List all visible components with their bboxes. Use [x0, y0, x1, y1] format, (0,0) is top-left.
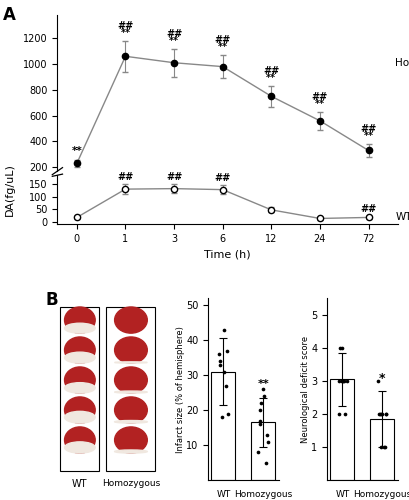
Text: Homozygous: Homozygous: [394, 58, 409, 68]
Point: [220, 368, 227, 376]
Point: [341, 410, 347, 418]
Y-axis label: Neurological deficit score: Neurological deficit score: [300, 336, 309, 442]
Text: Homozygous: Homozygous: [101, 479, 160, 488]
Point: [378, 410, 384, 418]
Point: [336, 344, 343, 352]
Point: [254, 448, 261, 456]
Ellipse shape: [115, 362, 147, 363]
Ellipse shape: [115, 367, 147, 393]
Point: [381, 443, 387, 451]
Bar: [60, 308, 99, 471]
Point: [380, 443, 387, 451]
Point: [374, 377, 381, 385]
Bar: [106, 308, 155, 471]
Point: [256, 420, 263, 428]
Ellipse shape: [115, 337, 147, 363]
Ellipse shape: [64, 367, 95, 393]
Point: [335, 410, 341, 418]
Text: A: A: [3, 6, 16, 24]
Point: [220, 326, 227, 334]
Text: **: **: [71, 146, 82, 156]
Point: [260, 392, 266, 400]
Point: [215, 350, 222, 358]
Text: **: **: [266, 73, 276, 83]
Ellipse shape: [115, 391, 147, 393]
Ellipse shape: [64, 337, 95, 363]
Text: **: **: [120, 28, 130, 38]
Ellipse shape: [64, 352, 95, 363]
Point: [338, 344, 345, 352]
Point: [256, 416, 263, 424]
Point: [262, 458, 268, 466]
Ellipse shape: [64, 442, 95, 453]
Text: B: B: [45, 291, 58, 309]
Point: [258, 399, 264, 407]
Point: [259, 385, 265, 393]
Ellipse shape: [115, 420, 147, 423]
Point: [223, 346, 230, 354]
Ellipse shape: [64, 397, 95, 423]
Text: **: **: [314, 99, 324, 109]
Bar: [251, 422, 275, 480]
Ellipse shape: [64, 382, 95, 393]
Point: [218, 413, 225, 421]
Text: **: **: [257, 379, 269, 389]
Point: [343, 377, 349, 385]
Y-axis label: Infarct size (% of hemisphere): Infarct size (% of hemisphere): [175, 326, 184, 452]
Text: **: **: [217, 42, 227, 52]
Point: [377, 443, 384, 451]
Point: [339, 377, 345, 385]
Point: [338, 377, 345, 385]
X-axis label: Time (h): Time (h): [204, 250, 250, 260]
Ellipse shape: [64, 307, 95, 333]
Ellipse shape: [115, 307, 147, 333]
Text: ##: ##: [360, 204, 376, 214]
Point: [338, 377, 344, 385]
Text: **: **: [363, 131, 373, 141]
Bar: [330, 379, 354, 480]
Bar: [211, 372, 235, 480]
Text: ##: ##: [166, 172, 182, 182]
Text: DA(fg/uL): DA(fg/uL): [5, 164, 15, 216]
Point: [264, 438, 271, 446]
Point: [263, 430, 270, 438]
Text: ##: ##: [214, 36, 230, 46]
Point: [376, 410, 382, 418]
Text: ##: ##: [360, 124, 376, 134]
Ellipse shape: [115, 450, 147, 453]
Text: **: **: [169, 36, 179, 46]
Point: [335, 377, 341, 385]
Point: [216, 360, 222, 368]
Point: [375, 410, 381, 418]
Ellipse shape: [64, 412, 95, 423]
Point: [382, 410, 389, 418]
Ellipse shape: [64, 427, 95, 453]
Text: *: *: [378, 372, 385, 385]
Point: [222, 382, 229, 390]
Point: [256, 406, 263, 414]
Text: ##: ##: [311, 92, 327, 102]
Ellipse shape: [115, 397, 147, 423]
Point: [340, 377, 347, 385]
Point: [224, 410, 231, 418]
Text: WT: WT: [394, 212, 409, 222]
Point: [216, 357, 222, 365]
Ellipse shape: [115, 427, 147, 453]
Text: WT: WT: [72, 479, 88, 489]
Bar: [370, 419, 393, 480]
Text: ##: ##: [117, 172, 133, 182]
Point: [376, 410, 383, 418]
Text: ##: ##: [263, 66, 279, 76]
Text: ##: ##: [166, 29, 182, 39]
Point: [382, 410, 389, 418]
Text: ##: ##: [117, 21, 133, 31]
Ellipse shape: [64, 323, 95, 333]
Text: ##: ##: [214, 174, 230, 184]
